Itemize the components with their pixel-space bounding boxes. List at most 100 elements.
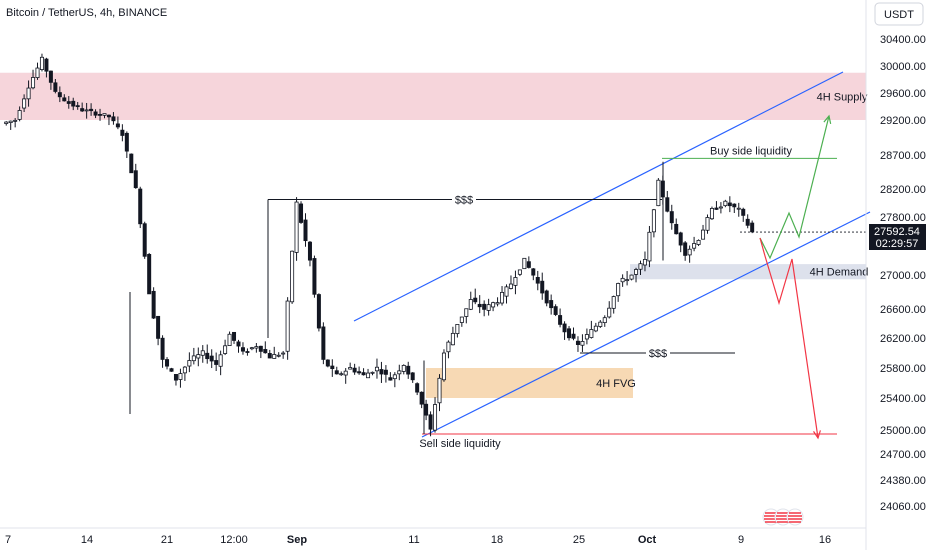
candle-body (93, 111, 98, 116)
candle-body (450, 332, 455, 346)
candle-body (397, 370, 402, 375)
time-tick-label: 18 (491, 534, 503, 546)
candle-body (468, 299, 473, 310)
candle-body (424, 403, 429, 416)
candle-body (169, 368, 174, 372)
price-tick-label: 29200.00 (880, 115, 926, 127)
candle-body (705, 217, 710, 231)
candle-body (249, 347, 254, 350)
us-flag-icon[interactable] (762, 508, 780, 526)
candle-body (477, 303, 482, 308)
candle-body (115, 123, 120, 128)
price-tick-label: 28700.00 (880, 150, 926, 162)
candle-body (321, 326, 326, 360)
lines-layer (267, 71, 871, 438)
candle-body (75, 105, 80, 108)
bearish-projection[interactable] (759, 237, 819, 439)
candle-body (584, 334, 589, 340)
candle-body (513, 277, 518, 286)
candle-body (178, 373, 183, 380)
candle-body (133, 170, 138, 189)
candle-body (236, 341, 241, 347)
candle-body (486, 304, 491, 311)
time-axis[interactable]: 7 14 21 12:00 Sep 11 18 25 Oct 9 16 (5, 534, 831, 546)
candle-body (647, 231, 652, 262)
candle-body (696, 239, 701, 245)
price-tick-label: 28200.00 (880, 184, 926, 196)
level-label: $$$ (649, 348, 667, 360)
candle-body (410, 372, 415, 381)
candle-body (701, 229, 706, 240)
candle-body (209, 355, 214, 362)
candle-body (129, 153, 134, 174)
candle-body (388, 377, 393, 381)
price-tick-label: 24380.00 (880, 475, 926, 487)
zone-label: 4H Demand (810, 267, 869, 279)
candle-body (366, 372, 371, 379)
projections-layer (759, 114, 832, 440)
candle-body (540, 280, 545, 294)
candle-body (290, 250, 295, 303)
candle-body (709, 208, 714, 220)
candle-body (352, 367, 357, 373)
candle-body (567, 328, 572, 339)
bearish-projection-arrowhead (813, 430, 821, 440)
price-tick-label: 26200.00 (880, 333, 926, 345)
candle-body (299, 203, 304, 223)
candle-body (200, 350, 205, 356)
channel-lower-line[interactable] (421, 211, 871, 438)
price-axis[interactable]: 30400.00 30000.00 29600.00 29200.00 28700.00… (880, 34, 926, 513)
candle-body (736, 207, 741, 210)
candle-body (723, 200, 728, 207)
candle-body (522, 257, 527, 270)
us-flag-icon[interactable] (786, 508, 804, 526)
candle-body (267, 353, 272, 359)
currency-button[interactable]: USDT (874, 2, 924, 26)
candle-body (553, 306, 558, 315)
time-tick-label: 9 (738, 534, 744, 546)
candle-body (227, 333, 232, 346)
candle-body (517, 269, 522, 275)
candle-body (214, 360, 219, 365)
zone-rect[interactable] (630, 264, 866, 280)
candle-body (31, 77, 36, 89)
candle-body (750, 222, 755, 233)
bullish-projection[interactable] (759, 115, 830, 260)
us-flag-icon[interactable] (774, 508, 792, 526)
price-tick-label: 25400.00 (880, 393, 926, 405)
candle-body (151, 290, 156, 319)
time-tick-label: 7 (5, 534, 11, 546)
event-icons[interactable] (762, 508, 804, 526)
candle-body (571, 333, 576, 339)
zone-label: 4H FVG (596, 378, 636, 390)
candle-body (106, 114, 111, 118)
candle-body (629, 274, 634, 280)
candle-body (714, 207, 719, 210)
countdown-value: 02:29:57 (876, 238, 919, 250)
candle-body (549, 300, 554, 309)
candle-body (205, 352, 210, 360)
candle-body (741, 208, 746, 216)
candle-body (285, 300, 290, 352)
candle-body (401, 364, 406, 372)
time-tick-label: Sep (287, 534, 307, 546)
level-label: $$$ (455, 195, 473, 207)
time-tick-label: 12:00 (220, 534, 248, 546)
candle-body (240, 347, 245, 352)
candle-body (62, 97, 67, 102)
candle-body (165, 359, 170, 367)
zone-rect[interactable] (0, 72, 866, 120)
currency-label: USDT (884, 9, 914, 21)
candle-body (678, 232, 683, 246)
price-tick-label: 24060.00 (880, 501, 926, 513)
candle-body (656, 179, 661, 207)
candle-body (598, 321, 603, 327)
channel-upper-line[interactable] (353, 71, 844, 322)
candle-body (745, 218, 750, 226)
candle-body (495, 302, 500, 305)
candle-body (218, 354, 223, 367)
candle-body (437, 377, 442, 404)
candle-body (84, 109, 89, 112)
candle-body (687, 248, 692, 256)
